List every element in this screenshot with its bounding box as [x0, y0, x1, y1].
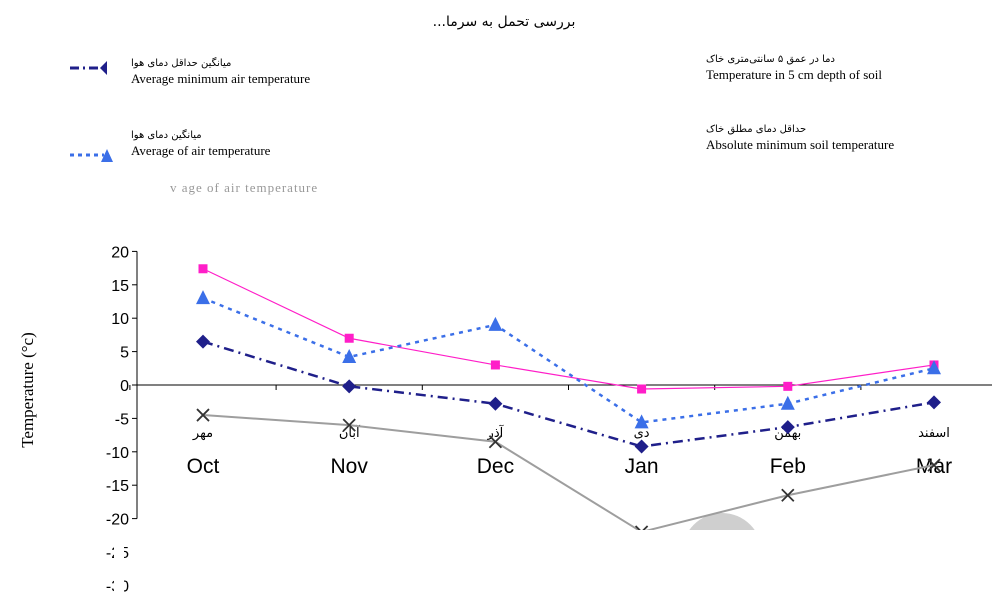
data-point — [196, 290, 210, 304]
x-tick-label-fa: آذر — [487, 424, 505, 441]
series-line — [203, 298, 934, 422]
y-tick-label: 5 — [120, 345, 129, 362]
data-point — [345, 334, 354, 343]
y-tick-label: -20 — [106, 512, 129, 529]
data-point — [637, 385, 646, 394]
data-point — [196, 335, 210, 349]
data-point — [781, 396, 795, 410]
series-line — [203, 269, 934, 389]
x-tick-label: Oct — [187, 455, 220, 478]
data-point — [342, 379, 356, 393]
clip-mask-ticks — [114, 540, 124, 595]
legend-marker-min-air — [100, 61, 107, 75]
y-tick-label: 20 — [111, 244, 129, 261]
y-tick-label: -5 — [115, 411, 129, 428]
data-point — [635, 439, 649, 453]
x-tick-label: Feb — [770, 455, 806, 478]
data-point — [927, 395, 941, 409]
y-tick-label: 0 — [120, 378, 129, 395]
data-point — [783, 382, 792, 391]
y-tick-label: -15 — [106, 478, 129, 495]
x-tick-label: Mar — [916, 455, 952, 478]
x-tick-label: Jan — [625, 455, 659, 478]
x-tick-label: Dec — [477, 455, 514, 478]
y-tick-label: 10 — [111, 311, 129, 328]
data-point — [199, 264, 208, 273]
y-axis-label: Temperature (°c) — [18, 290, 38, 490]
clip-mask — [147, 530, 1008, 595]
x-tick-label-fa: مهر — [192, 426, 213, 441]
series-line — [203, 415, 934, 532]
y-tick-label: -10 — [106, 445, 129, 462]
data-point — [491, 360, 500, 369]
data-point — [488, 317, 502, 331]
data-point — [488, 397, 502, 411]
y-tick-label: 15 — [111, 278, 129, 295]
x-tick-label-fa: اسفند — [918, 426, 950, 441]
data-point — [927, 360, 941, 374]
x-tick-label: Nov — [331, 455, 369, 478]
